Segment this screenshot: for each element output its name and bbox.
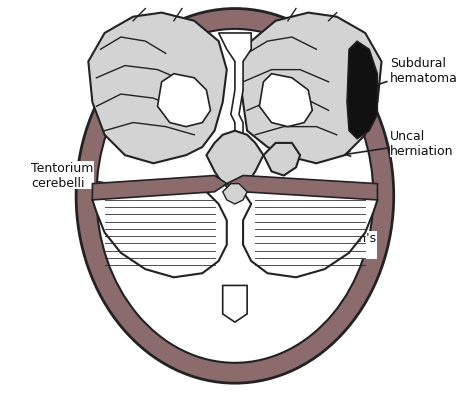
Polygon shape [347,42,377,139]
Text: Subdural
hematoma: Subdural hematoma [365,56,457,90]
Polygon shape [206,131,264,192]
Polygon shape [92,176,227,200]
Polygon shape [92,188,227,278]
Text: Tentorium
cerebelli: Tentorium cerebelli [31,162,128,190]
Text: Uncal
herniation: Uncal herniation [346,130,453,157]
Polygon shape [243,188,377,278]
Text: Kernohan's
notch: Kernohan's notch [251,202,377,259]
Polygon shape [264,144,300,176]
Polygon shape [239,13,382,164]
Polygon shape [157,74,210,127]
Ellipse shape [97,30,374,363]
Polygon shape [227,176,377,200]
Polygon shape [223,184,247,204]
Polygon shape [88,13,227,164]
Polygon shape [259,74,312,127]
Ellipse shape [76,9,394,383]
Polygon shape [223,286,247,322]
Polygon shape [219,34,251,172]
